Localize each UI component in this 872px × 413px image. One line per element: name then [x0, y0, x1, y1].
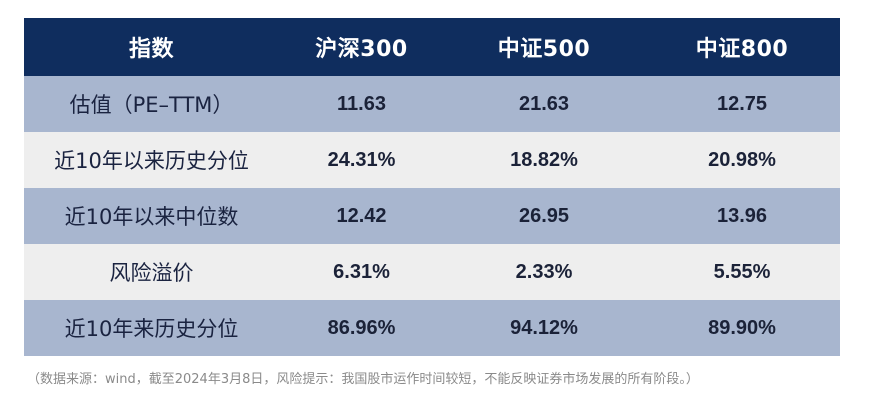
cell-hs300: 12.42 — [279, 188, 444, 244]
header-zz800: 中证800 — [644, 18, 840, 76]
cell-zz500: 18.82% — [444, 132, 644, 188]
cell-hs300: 24.31% — [279, 132, 444, 188]
cell-zz500: 21.63 — [444, 76, 644, 132]
header-index: 指数 — [24, 18, 279, 76]
cell-zz500: 2.33% — [444, 244, 644, 300]
header-zz500: 中证500 — [444, 18, 644, 76]
cell-hs300: 86.96% — [279, 300, 444, 356]
table-body: 估值（PE–TTM） 11.63 21.63 12.75 近10年以来历史分位 … — [24, 76, 840, 356]
row-label-pe-ttm: 估值（PE–TTM） — [24, 76, 279, 132]
cell-hs300: 6.31% — [279, 244, 444, 300]
row-label-risk-premium-percentile: 近10年来历史分位 — [24, 300, 279, 356]
row-label-median-10y: 近10年以来中位数 — [24, 188, 279, 244]
cell-zz800: 13.96 — [644, 188, 840, 244]
cell-zz500: 26.95 — [444, 188, 644, 244]
table-header: 指数 沪深300 中证500 中证800 — [24, 18, 840, 76]
cell-zz800: 5.55% — [644, 244, 840, 300]
cell-hs300: 11.63 — [279, 76, 444, 132]
table-row: 近10年以来中位数 12.42 26.95 13.96 — [24, 188, 840, 244]
cell-zz800: 89.90% — [644, 300, 840, 356]
cell-zz500: 94.12% — [444, 300, 644, 356]
header-row: 指数 沪深300 中证500 中证800 — [24, 18, 840, 76]
table-row: 近10年来历史分位 86.96% 94.12% 89.90% — [24, 300, 840, 356]
cell-zz800: 12.75 — [644, 76, 840, 132]
table-row: 风险溢价 6.31% 2.33% 5.55% — [24, 244, 840, 300]
table-row: 估值（PE–TTM） 11.63 21.63 12.75 — [24, 76, 840, 132]
valuation-table: 指数 沪深300 中证500 中证800 估值（PE–TTM） 11.63 21… — [24, 18, 840, 356]
header-hs300: 沪深300 — [279, 18, 444, 76]
valuation-table-container: 指数 沪深300 中证500 中证800 估值（PE–TTM） 11.63 21… — [24, 18, 840, 356]
table-row: 近10年以来历史分位 24.31% 18.82% 20.98% — [24, 132, 840, 188]
row-label-percentile-10y: 近10年以来历史分位 — [24, 132, 279, 188]
cell-zz800: 20.98% — [644, 132, 840, 188]
row-label-risk-premium: 风险溢价 — [24, 244, 279, 300]
data-source-footnote: （数据来源：wind，截至2024年3月8日，风险提示：我国股市运作时间较短，不… — [27, 372, 699, 387]
